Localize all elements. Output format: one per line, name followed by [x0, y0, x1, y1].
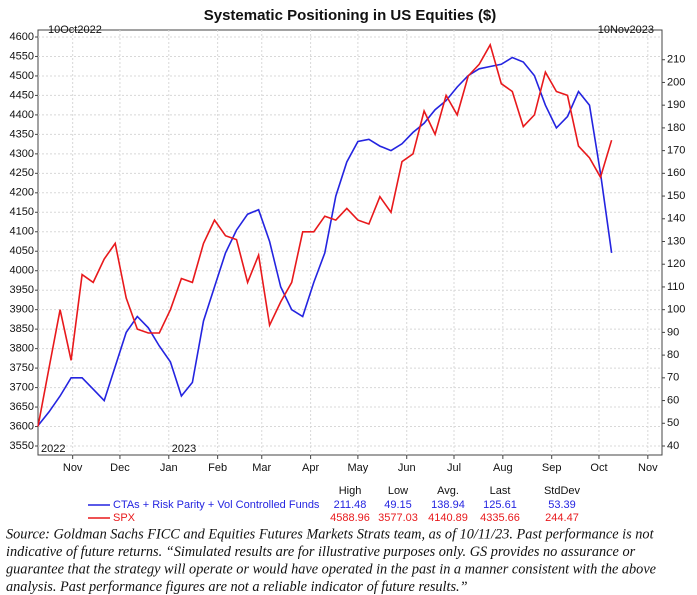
y-tick-label: 4350: [10, 128, 34, 140]
legend-label: SPX: [113, 512, 136, 524]
y-tick-label: 4400: [10, 109, 34, 121]
x-tick-label: Nov: [638, 462, 658, 474]
y2-tick-label: 60: [667, 394, 679, 406]
y2-tick-label: 100: [667, 304, 685, 316]
series-line: [37, 42, 613, 427]
plot-frame: [37, 29, 663, 456]
y-tick-label: 3900: [10, 304, 34, 316]
y2-tick-label: 180: [667, 122, 685, 134]
y2-tick-label: 70: [667, 372, 679, 384]
stats-header: High: [339, 485, 362, 497]
stats-header: Avg.: [437, 485, 459, 497]
source-note: analysis. Past performance figures are n…: [6, 579, 468, 595]
y-tick-label: 4550: [10, 50, 34, 62]
y-tick-label: 4250: [10, 167, 34, 179]
stats-value: 125.61: [483, 499, 517, 511]
year-label: 2023: [172, 443, 196, 455]
stats-value: 53.39: [548, 499, 576, 511]
y-tick-label: 3550: [10, 440, 34, 452]
stats-value: 211.48: [334, 499, 367, 511]
y-tick-label: 3800: [10, 343, 34, 355]
stats-value: 3577.03: [378, 512, 418, 524]
y2-tick-label: 40: [667, 440, 679, 452]
x-tick-label: Jul: [447, 462, 461, 474]
x-tick-label: May: [347, 462, 368, 474]
y2-tick-label: 120: [667, 258, 685, 270]
x-tick-label: Mar: [252, 462, 271, 474]
y-tick-label: 3650: [10, 401, 34, 413]
stats-header: Last: [490, 485, 511, 497]
year-label: 2022: [41, 443, 65, 455]
y-tick-label: 4000: [10, 265, 34, 277]
y2-tick-label: 210: [667, 54, 685, 66]
stats-header: Low: [388, 485, 408, 497]
x-tick-label: Nov: [63, 462, 83, 474]
stats-value: 4588.96: [330, 512, 370, 524]
chart-title: Systematic Positioning in US Equities ($…: [204, 7, 497, 24]
stats-value: 4335.66: [480, 512, 520, 524]
end-label: 10Nov2023: [598, 24, 654, 36]
y2-tick-label: 50: [667, 417, 679, 429]
x-tick-label: Oct: [590, 462, 607, 474]
y2-tick-label: 110: [667, 281, 685, 293]
y-tick-label: 3600: [10, 420, 34, 432]
y-tick-label: 4050: [10, 245, 34, 257]
y2-tick-label: 170: [667, 145, 685, 157]
y-tick-label: 4600: [10, 31, 34, 43]
y-tick-label: 3700: [10, 381, 34, 393]
x-tick-label: Aug: [493, 462, 513, 474]
y2-tick-label: 130: [667, 235, 685, 247]
series-line: [37, 56, 613, 427]
stats-value: 244.47: [545, 512, 579, 524]
x-tick-label: Feb: [208, 462, 227, 474]
y2-tick-label: 150: [667, 190, 685, 202]
x-tick-label: Sep: [542, 462, 562, 474]
y2-tick-label: 140: [667, 213, 685, 225]
y2-tick-label: 200: [667, 76, 685, 88]
y-tick-label: 4300: [10, 148, 34, 160]
x-tick-label: Apr: [302, 462, 319, 474]
y-tick-label: 4200: [10, 187, 34, 199]
y2-tick-label: 190: [667, 99, 685, 111]
y2-tick-label: 160: [667, 167, 685, 179]
source-note: indicative of future returns. “Simulated…: [6, 544, 636, 560]
y-tick-label: 4100: [10, 226, 34, 238]
y2-tick-label: 90: [667, 326, 679, 338]
x-tick-label: Dec: [110, 462, 130, 474]
stats-value: 138.94: [431, 499, 465, 511]
source-note: guarantee that the strategy will operate…: [6, 561, 657, 577]
y-tick-label: 4150: [10, 206, 34, 218]
legend-label: CTAs + Risk Parity + Vol Controlled Fund…: [113, 499, 320, 511]
y-tick-label: 4450: [10, 89, 34, 101]
stats-value: 4140.89: [428, 512, 468, 524]
y-tick-label: 3950: [10, 284, 34, 296]
source-note: Source: Goldman Sachs FICC and Equities …: [6, 526, 655, 542]
start-label: 10Oct2022: [48, 24, 102, 36]
x-tick-label: Jun: [398, 462, 416, 474]
y-tick-label: 3750: [10, 362, 34, 374]
y-tick-label: 3850: [10, 323, 34, 335]
stats-header: StdDev: [544, 485, 581, 497]
stats-value: 49.15: [384, 499, 412, 511]
y-tick-label: 4500: [10, 70, 34, 82]
y2-tick-label: 80: [667, 349, 679, 361]
x-tick-label: Jan: [160, 462, 178, 474]
